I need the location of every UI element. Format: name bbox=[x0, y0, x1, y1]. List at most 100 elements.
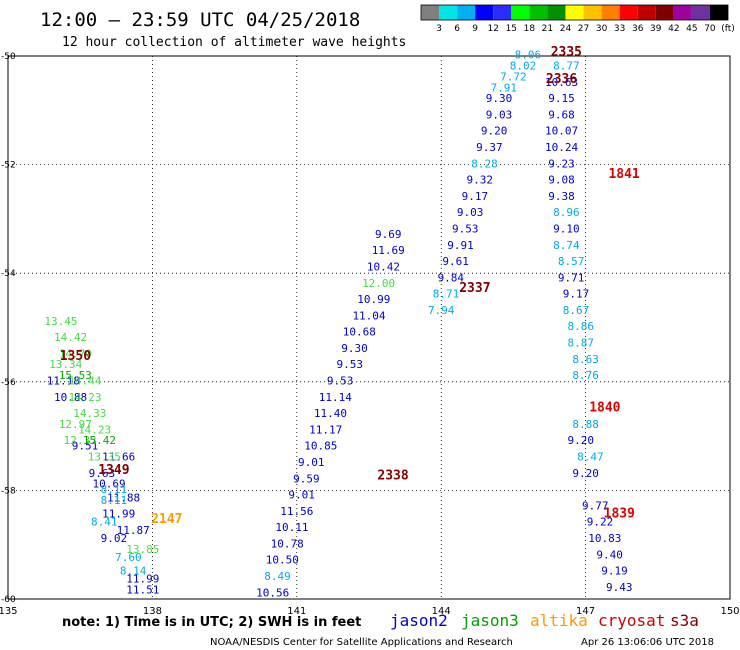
wave-height-value: 8.06 bbox=[515, 49, 542, 62]
wave-height-value: 10.83 bbox=[588, 532, 621, 545]
wave-height-value: 9.77 bbox=[582, 499, 609, 512]
wave-height-value: 9.30 bbox=[486, 92, 513, 105]
wave-height-value: 15.42 bbox=[83, 434, 116, 447]
wave-height-value: 9.17 bbox=[462, 190, 489, 203]
wave-height-value: 11.87 bbox=[117, 524, 150, 537]
colorbar-swatch bbox=[493, 5, 512, 20]
wave-height-value: 8.02 bbox=[510, 60, 537, 73]
colorbar-swatch bbox=[709, 5, 728, 20]
wave-height-value: 9.01 bbox=[298, 456, 325, 469]
wave-height-value: 9.69 bbox=[375, 228, 402, 241]
grid-lines bbox=[8, 56, 730, 599]
wave-height-value: 12.33 bbox=[64, 434, 97, 447]
data-points: 11.1810.889.5111.669.6310.6911.8811.9911… bbox=[44, 45, 640, 599]
wave-height-value: 8.74 bbox=[553, 239, 580, 252]
colorbar-swatch bbox=[691, 5, 710, 20]
x-tick-label: 147 bbox=[576, 606, 595, 617]
wave-height-value: 10.88 bbox=[54, 391, 87, 404]
wave-height-value: 9.20 bbox=[572, 467, 599, 480]
wave-height-value: 8.14 bbox=[120, 565, 147, 578]
colorbar-swatch bbox=[601, 5, 620, 20]
x-tick-label: 141 bbox=[287, 606, 306, 617]
wave-height-value: 9.22 bbox=[587, 516, 614, 529]
wave-height-value: 9.19 bbox=[601, 565, 628, 578]
colorbar: 3 6 9 12 15 18 21 24 27 30 33 36 39 42 45 70 (ft) bbox=[420, 4, 735, 34]
wave-height-value: 9.23 bbox=[548, 157, 575, 170]
wave-height-value: 9.53 bbox=[336, 358, 363, 371]
wave-height-value: 10.24 bbox=[545, 141, 578, 154]
wave-height-value: 9.84 bbox=[438, 271, 465, 284]
wave-height-value: 9.01 bbox=[288, 489, 315, 502]
wave-height-value: 11.99 bbox=[126, 573, 159, 586]
y-tick-label: -56 bbox=[1, 378, 16, 388]
y-tick-label: -50 bbox=[1, 52, 16, 62]
wave-height-value: 11.99 bbox=[102, 508, 135, 521]
wave-height-value: 10.85 bbox=[304, 440, 337, 453]
wave-height-value: 12.00 bbox=[362, 277, 395, 290]
colorbar-label: 45 bbox=[686, 24, 697, 34]
chart-title: 12:00 – 23:59 UTC 04/25/2018 bbox=[40, 9, 360, 31]
wave-height-value: 8.41 bbox=[91, 516, 118, 529]
wave-height-value: 9.08 bbox=[548, 174, 575, 187]
colorbar-label: 9 bbox=[472, 24, 478, 34]
wave-height-value: 11.17 bbox=[309, 423, 342, 436]
pass-label: 1350 bbox=[60, 349, 91, 364]
wave-height-value: 9.59 bbox=[293, 472, 320, 485]
colorbar-label: 24 bbox=[560, 24, 572, 34]
wave-height-value: 11.66 bbox=[102, 451, 135, 464]
wave-height-value: 10.56 bbox=[256, 586, 289, 599]
colorbar-swatch bbox=[547, 5, 566, 20]
colorbar-swatch bbox=[619, 5, 638, 20]
wave-height-value: 9.53 bbox=[327, 375, 354, 388]
wave-height-value: 9.71 bbox=[558, 271, 585, 284]
wave-height-value: 11.51 bbox=[126, 584, 159, 597]
wave-height-value: 14.42 bbox=[54, 331, 87, 344]
wave-height-value: 13.34 bbox=[49, 358, 82, 371]
wave-height-value: 9.61 bbox=[442, 255, 469, 268]
colorbar-swatch bbox=[565, 5, 584, 20]
colorbar-label: 15 bbox=[506, 24, 517, 34]
colorbar-label: 36 bbox=[632, 24, 644, 34]
wave-height-value: 9.10 bbox=[553, 222, 580, 235]
wave-height-value: 7.91 bbox=[491, 81, 518, 94]
wave-height-value: 7.94 bbox=[428, 304, 455, 317]
wave-height-value: 9.53 bbox=[452, 222, 479, 235]
wave-height-value: 9.38 bbox=[548, 190, 575, 203]
x-tick-label: 144 bbox=[432, 606, 451, 617]
legend-jason3: jason3 bbox=[461, 611, 519, 630]
wave-height-value: 11.88 bbox=[107, 491, 140, 504]
wave-height-value: 11.14 bbox=[319, 391, 352, 404]
wave-height-value: 9.02 bbox=[101, 532, 128, 545]
wave-height-value: 13.85 bbox=[126, 543, 159, 556]
wave-height-value: 8.77 bbox=[553, 60, 580, 73]
wave-height-value: 10.69 bbox=[93, 478, 126, 491]
legend-jason2: jason2 bbox=[390, 611, 448, 630]
wave-height-value: 8.86 bbox=[568, 320, 595, 333]
wave-height-value: 9.20 bbox=[568, 434, 595, 447]
wave-height-value: 14.23 bbox=[78, 423, 111, 436]
wave-height-value: 8.28 bbox=[471, 157, 498, 170]
pass-label: 2336 bbox=[546, 72, 577, 87]
wave-height-value: 9.40 bbox=[596, 548, 623, 561]
footer-credit: NOAA/NESDIS Center for Satellite Applica… bbox=[210, 637, 513, 648]
wave-height-value: 15.53 bbox=[59, 369, 92, 382]
wave-height-value: 9.20 bbox=[481, 125, 508, 138]
wave-height-value: 10.78 bbox=[271, 537, 304, 550]
wave-height-value: 14.33 bbox=[73, 407, 106, 420]
tick-labels: 135 138 141 144 147 150 -50 -52 -54 -56 -58 -60 bbox=[0, 52, 740, 617]
wave-height-value: 8.71 bbox=[433, 288, 460, 301]
wave-height-value: 11.56 bbox=[280, 505, 313, 518]
colorbar-label: 3 bbox=[436, 24, 442, 34]
colorbar-swatch bbox=[673, 5, 692, 20]
y-tick-label: -58 bbox=[1, 486, 16, 496]
wave-height-value: 14.23 bbox=[68, 391, 101, 404]
wave-height-value: 9.63 bbox=[89, 467, 116, 480]
wave-height-value: 9.32 bbox=[466, 174, 493, 187]
legend-s3a: s3a bbox=[670, 611, 699, 630]
wave-height-value: 10.99 bbox=[357, 293, 390, 306]
y-tick-label: -54 bbox=[1, 269, 16, 279]
pass-label: 1841 bbox=[608, 167, 639, 182]
pass-label: 2337 bbox=[459, 281, 490, 296]
footer-timestamp: Apr 26 13:06:06 UTC 2018 bbox=[581, 637, 714, 648]
